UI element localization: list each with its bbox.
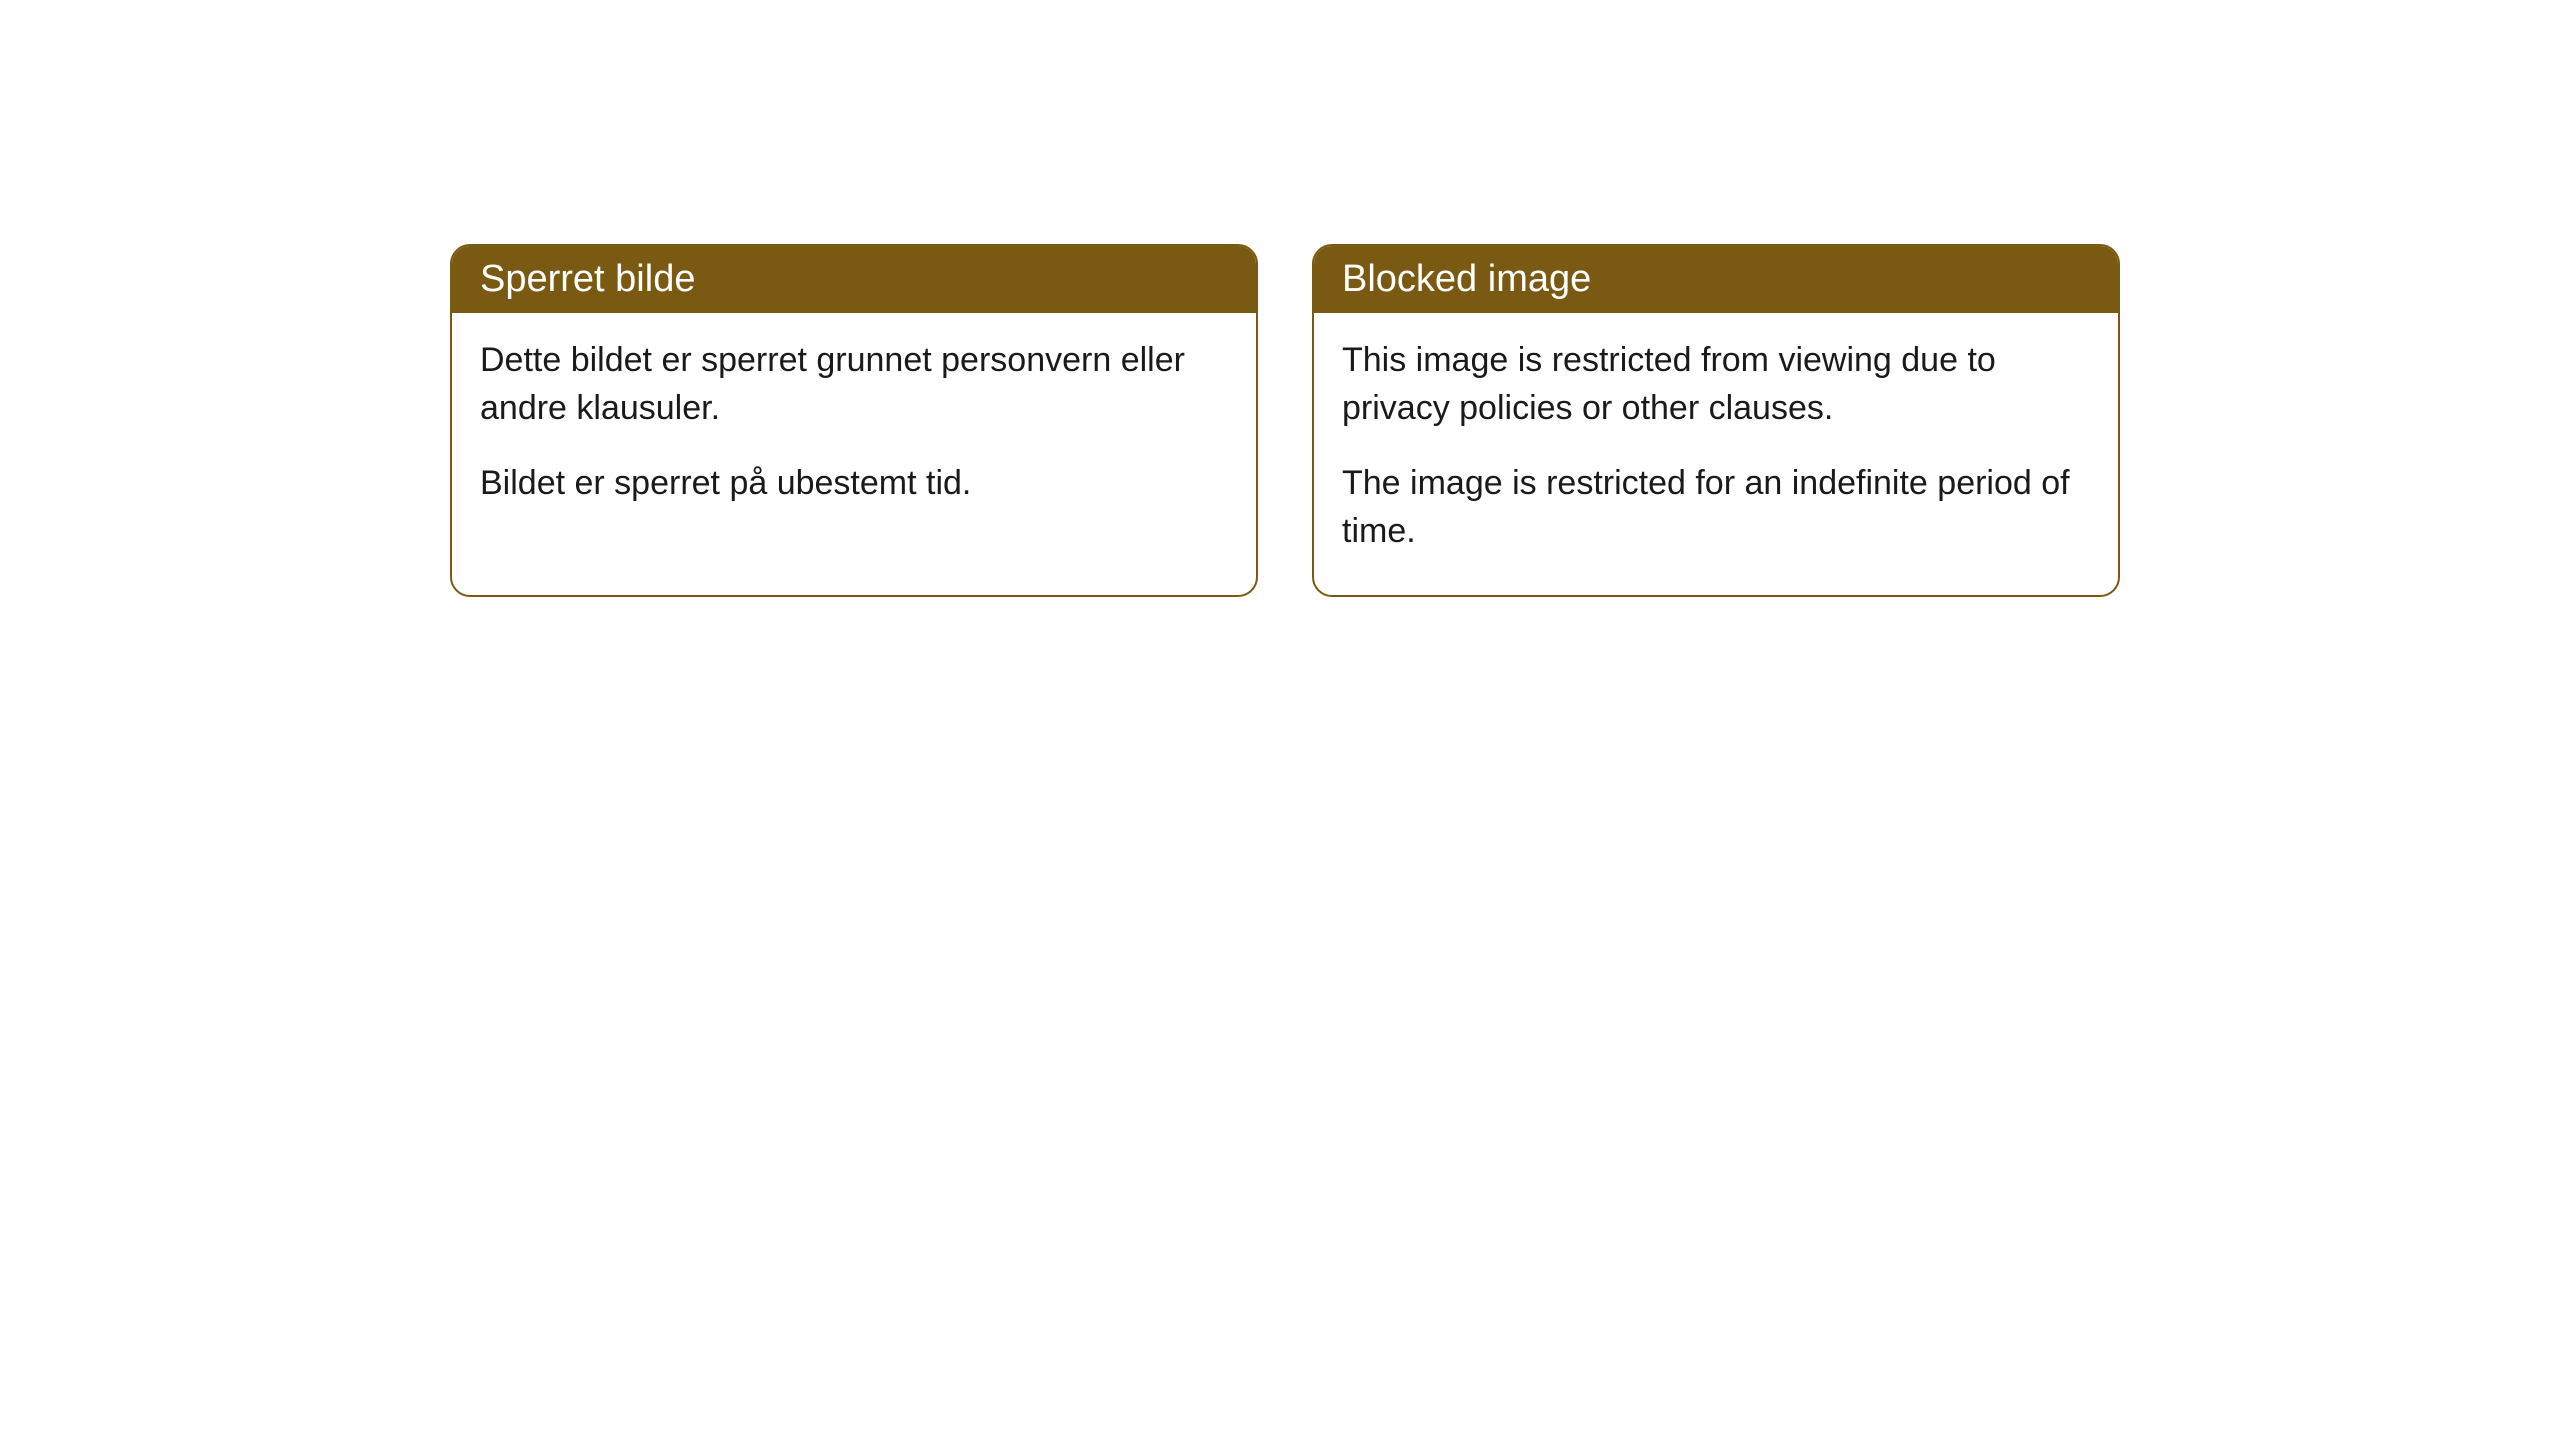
notice-paragraph-1: Dette bildet er sperret grunnet personve… [480,337,1228,432]
blocked-image-card-english: Blocked image This image is restricted f… [1312,244,2120,597]
card-title: Sperret bilde [480,258,695,300]
notice-cards-container: Sperret bilde Dette bildet er sperret gr… [0,0,2560,597]
card-title: Blocked image [1342,258,1591,300]
card-header-norwegian: Sperret bilde [452,246,1256,313]
card-header-english: Blocked image [1314,246,2118,313]
card-body-norwegian: Dette bildet er sperret grunnet personve… [452,313,1256,548]
notice-paragraph-2: The image is restricted for an indefinit… [1342,460,2090,555]
notice-paragraph-2: Bildet er sperret på ubestemt tid. [480,460,1228,508]
card-body-english: This image is restricted from viewing du… [1314,313,2118,595]
blocked-image-card-norwegian: Sperret bilde Dette bildet er sperret gr… [450,244,1258,597]
notice-paragraph-1: This image is restricted from viewing du… [1342,337,2090,432]
